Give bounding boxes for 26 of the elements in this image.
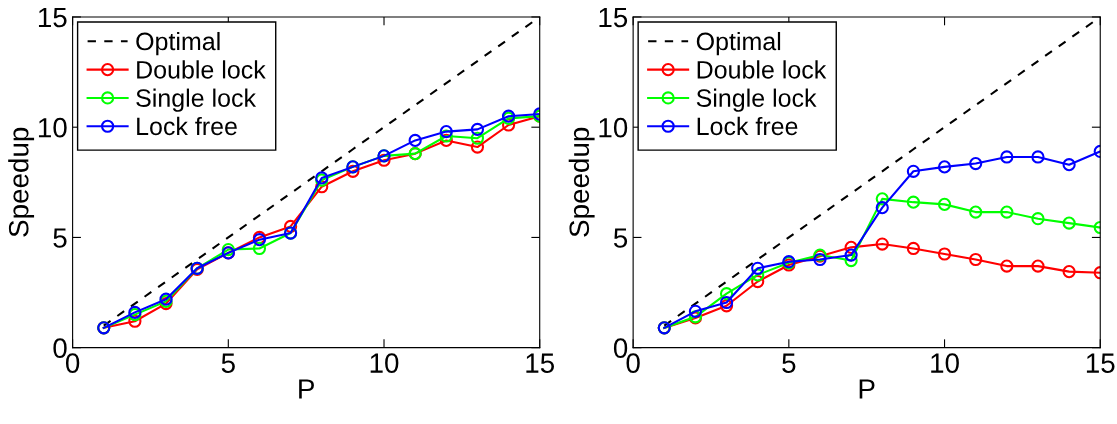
legend-label: Lock free — [137, 116, 237, 136]
y-tick-label: 0 — [53, 338, 67, 359]
x-axis-title: P — [299, 379, 314, 399]
y-tick-label: 5 — [613, 228, 628, 248]
legend-label: Optimal — [696, 31, 781, 56]
x-tick-label: 15 — [1086, 353, 1115, 373]
y-tick-label: 10 — [38, 117, 67, 138]
y-axis-title: Speedup — [8, 127, 35, 237]
x-tick-label: 5 — [782, 353, 796, 373]
legend-label: Single lock — [696, 88, 817, 112]
legend-label: Double lock — [697, 60, 827, 79]
legend-label: Double lock — [137, 60, 266, 79]
y-tick-label: 15 — [38, 7, 67, 28]
x-tick-label: 15 — [526, 353, 554, 373]
y-tick-label: 5 — [53, 228, 67, 248]
y-tick-label: 0 — [613, 338, 628, 359]
legend-label: Lock free — [697, 116, 798, 136]
y-axis-title: Speedup — [568, 127, 595, 237]
x-tick-label: 10 — [931, 353, 959, 373]
legend-label: Optimal — [136, 31, 220, 56]
x-axis-title: P — [859, 379, 875, 399]
y-tick-label: 15 — [599, 7, 628, 28]
y-tick-label: 10 — [599, 117, 628, 138]
legend-label: Single lock — [136, 88, 257, 112]
x-tick-label: 10 — [370, 353, 399, 373]
x-tick-label: 5 — [221, 353, 235, 373]
